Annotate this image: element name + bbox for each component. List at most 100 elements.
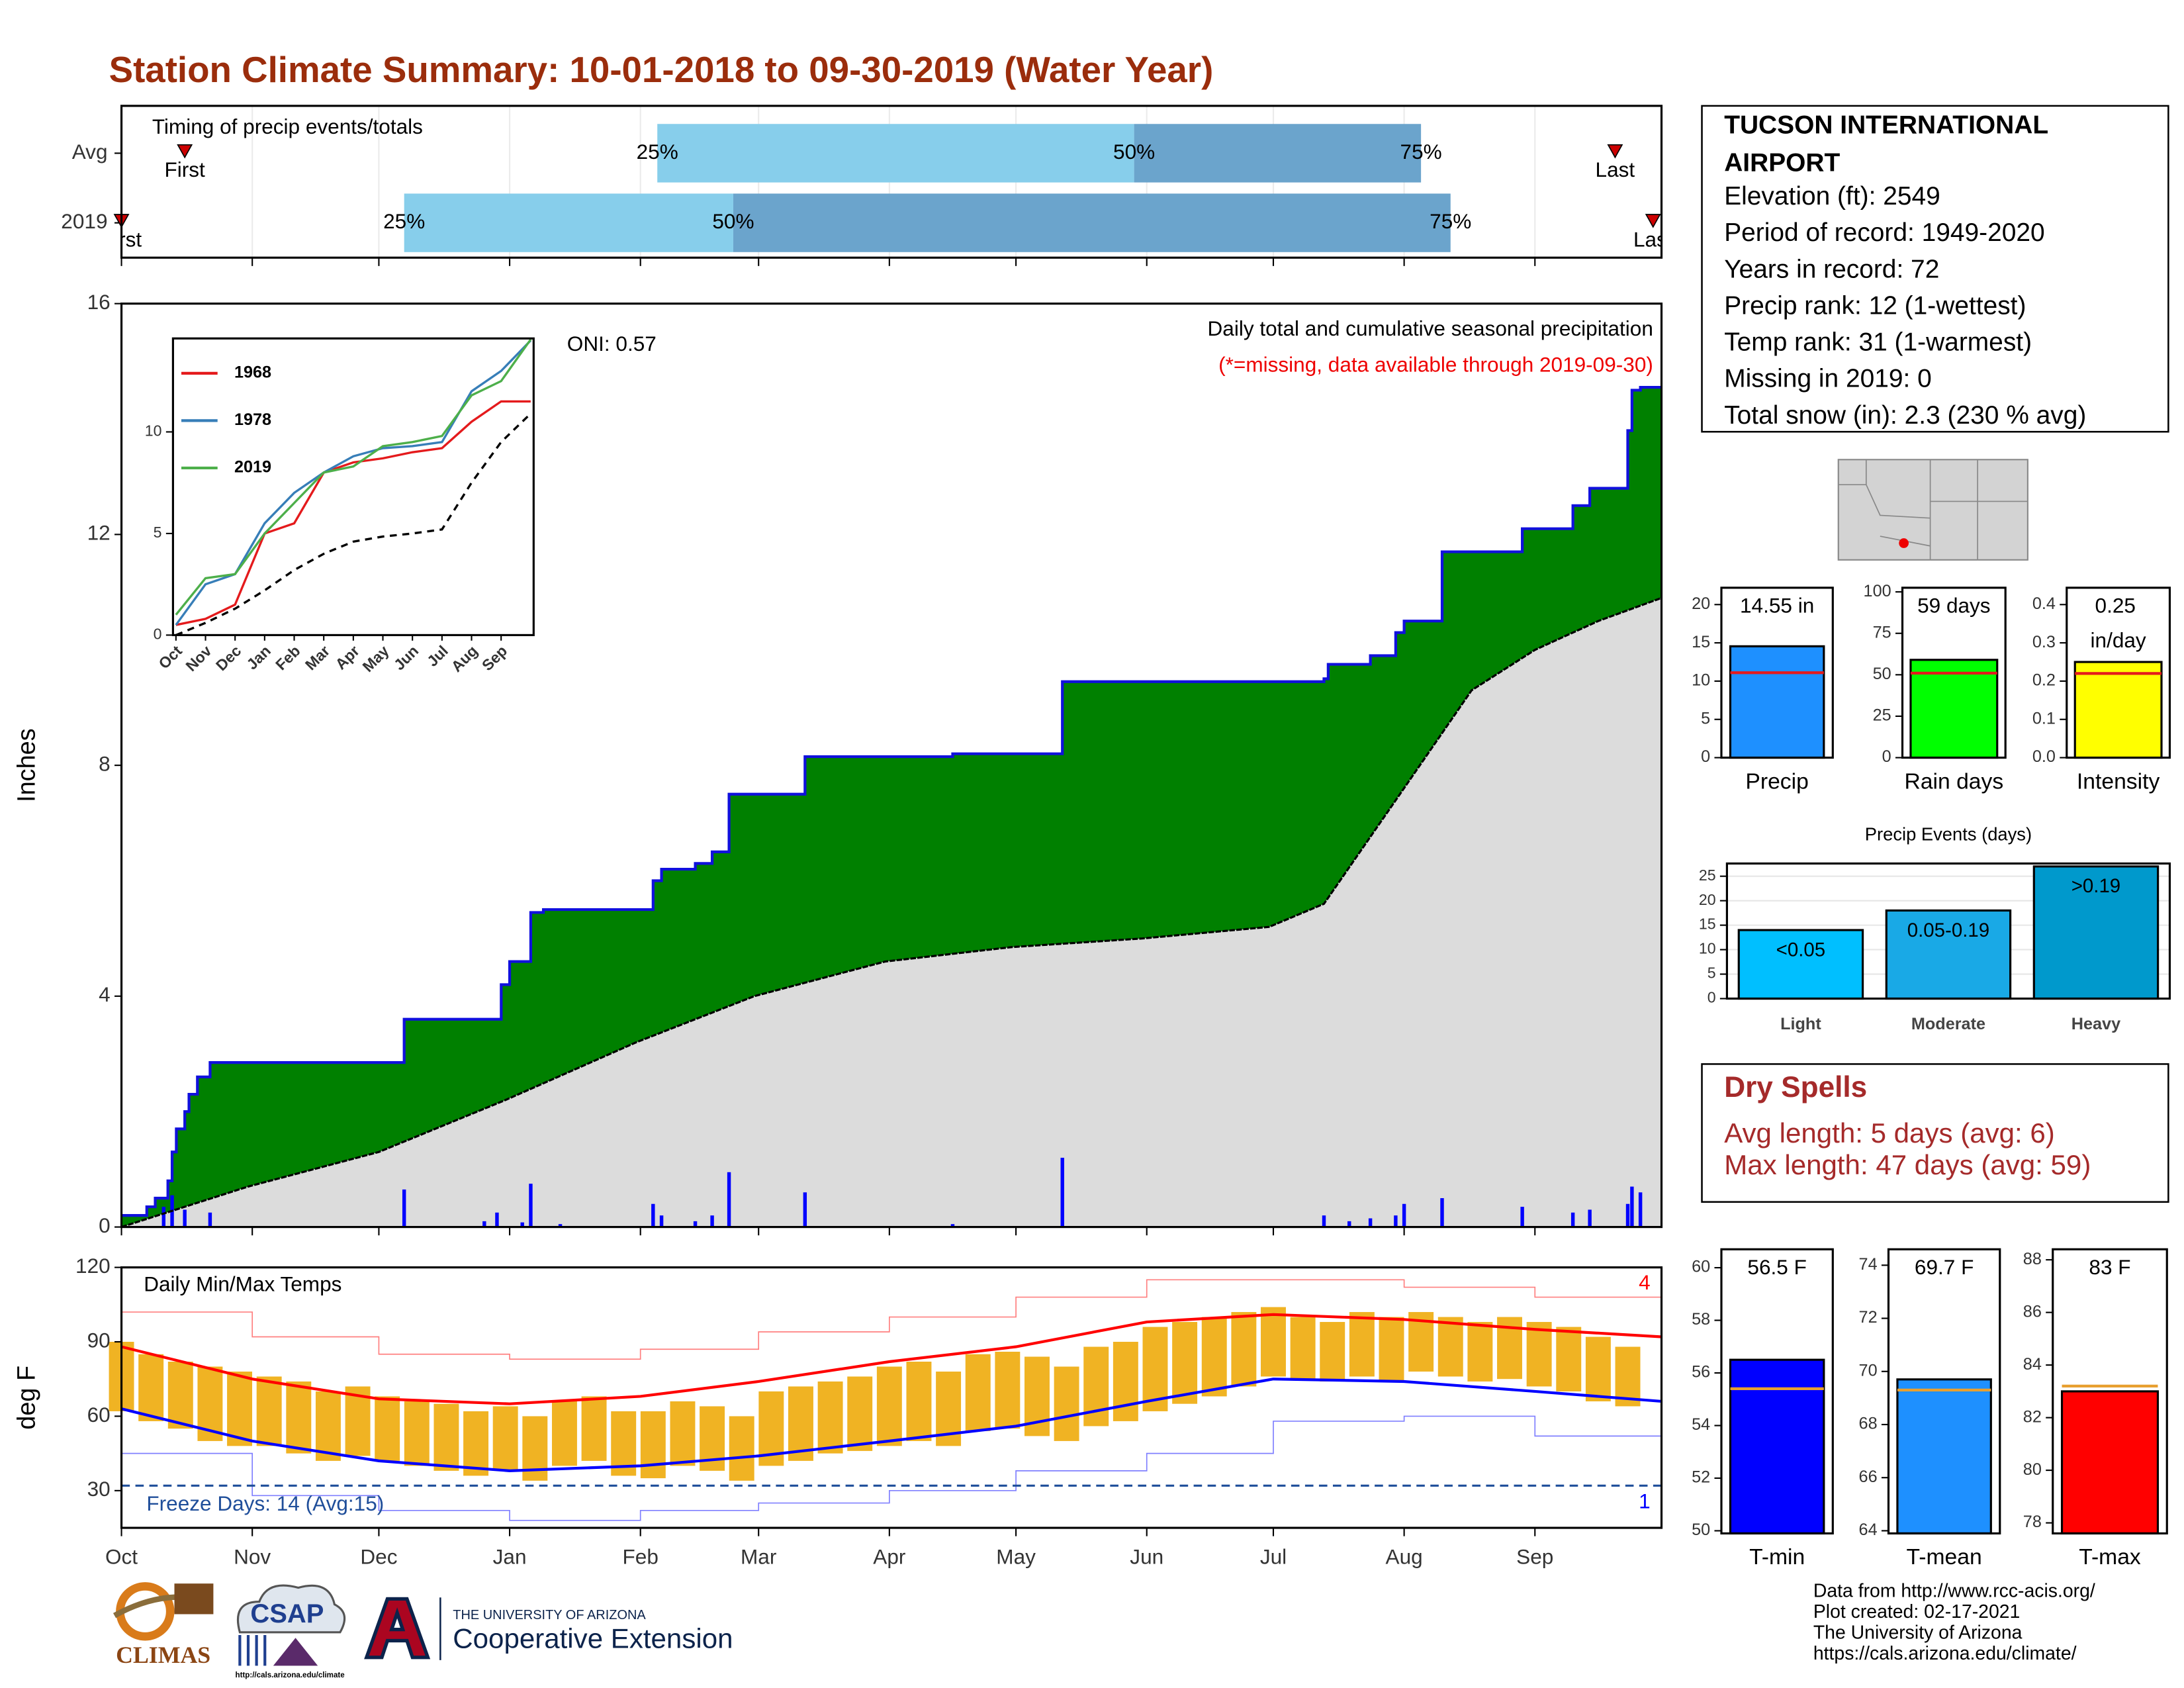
value-label: 14.55 in (1740, 594, 1814, 618)
y-tick-label: 0 (1882, 747, 1891, 766)
y-tick-label: 84 (2023, 1355, 2042, 1374)
x-tick-label: Jan (493, 1545, 527, 1569)
y-tick-label: 10 (1699, 940, 1716, 957)
temp-range-bar (847, 1376, 873, 1451)
dry-spells-info: Avg length: 5 days (avg: 6) (1724, 1117, 2055, 1149)
y-axis-label: deg F (13, 1366, 41, 1430)
plot-frame (120, 105, 1663, 259)
station-dot (1899, 538, 1909, 548)
y-tick-label: 72 (1859, 1308, 1878, 1327)
quartile-bar (1134, 124, 1422, 183)
bar (1896, 1378, 1992, 1535)
value-label: 59 days (1917, 594, 1991, 618)
x-tick-label: Jun (1130, 1545, 1163, 1569)
extension-name: Cooperative Extension (453, 1623, 733, 1654)
temp-range-bar (965, 1354, 991, 1431)
legend-label: 1968 (234, 363, 271, 382)
y-tick-label: 8 (99, 751, 111, 775)
y-tick-label: 5 (154, 524, 162, 541)
x-tick-label: May (996, 1545, 1036, 1569)
temp-range-bar (167, 1361, 193, 1429)
y-tick-label: 15 (1699, 915, 1716, 933)
daily-precip-bar (1520, 1207, 1524, 1227)
footer-line: The University of Arizona (1813, 1622, 2023, 1643)
station-info: Precip rank: 12 (1-wettest) (1724, 291, 2026, 320)
text-line: TUCSON INTERNATIONAL (1724, 111, 2055, 140)
text-line: AIRPORT (1724, 149, 1840, 177)
y-tick-label: 78 (2023, 1513, 2042, 1531)
csap-bars (238, 1635, 267, 1666)
timing-marker (177, 144, 193, 159)
temp-range-bar (1526, 1322, 1552, 1387)
csap-cloud (236, 1584, 346, 1634)
annotation: (*=missing, data available through 2019-… (1218, 353, 1653, 377)
cumulative-line (121, 596, 1662, 1229)
csap-url: http://cals.arizona.edu/climate (236, 1671, 345, 1679)
series-line (175, 400, 531, 626)
climas-text: CLIMAS (116, 1642, 210, 1668)
value-label: 56.5 F (1747, 1255, 1806, 1279)
dry-spells-info: Max length: 47 days (avg: 59) (1724, 1149, 2091, 1180)
daily-precip-bar (1347, 1221, 1351, 1227)
text-line: in/day (2091, 628, 2146, 652)
ua-name: THE UNIVERSITY OF ARIZONA (453, 1608, 646, 1622)
y-tick-label: 5 (1701, 709, 1710, 727)
station-info: Years in record: 72 (1724, 255, 1939, 283)
plot-frame (1720, 1248, 1834, 1535)
plot-frame (2052, 1248, 2168, 1535)
timing-marker (1607, 144, 1623, 159)
csap-mountain (273, 1638, 318, 1666)
category-label: T-max (2079, 1545, 2141, 1570)
freeze-label: Freeze Days: 14 (Avg:15) (146, 1491, 384, 1515)
cumulative-area (121, 598, 1662, 1227)
y-tick-label: 25 (1699, 867, 1716, 884)
row-label: Avg (72, 140, 108, 164)
daily-precip-bar (1440, 1197, 1444, 1227)
x-tick-label: Mar (741, 1545, 776, 1569)
plot-frame (2066, 586, 2171, 759)
temp-range-bar (1349, 1312, 1375, 1377)
temp-range-bar (1585, 1336, 1611, 1401)
x-tick-label: Dec (360, 1545, 397, 1569)
quartile-bar (733, 193, 1451, 252)
cumulative-line (121, 385, 1662, 1217)
temp-range-bar (995, 1352, 1021, 1429)
temp-range-bar (1467, 1322, 1493, 1382)
logos: CLIMAS CSAP http://cals.arizona.edu/clim… (113, 1582, 733, 1679)
panel-subtitle: Daily Min/Max Temps (144, 1272, 341, 1295)
y-tick-label: 0.3 (2032, 633, 2056, 651)
daily-precip-bar (161, 1207, 166, 1227)
x-tick-label: Nov (234, 1545, 271, 1569)
y-tick-label: 90 (87, 1328, 111, 1352)
daily-precip-bar (529, 1184, 533, 1227)
temp-range-bar (256, 1376, 282, 1446)
y-tick-label: 86 (2023, 1302, 2042, 1321)
bar (1729, 1358, 1825, 1535)
temp-line (121, 1378, 1662, 1472)
temp-range-bar (138, 1354, 164, 1421)
y-tick-label: 5 (1707, 964, 1716, 982)
temp-range-bar (1113, 1342, 1138, 1421)
station-info: Elevation (ft): 2549 (1724, 182, 1940, 211)
ua-logo (364, 1597, 431, 1660)
temp-line (121, 1279, 1662, 1360)
y-tick-label: 74 (1859, 1255, 1878, 1274)
temp-range-bar (286, 1381, 312, 1454)
plot-frame (1720, 586, 1834, 759)
daily-precip-bar (659, 1215, 664, 1227)
oni-label: ONI: 0.57 (567, 332, 657, 355)
category-label: Light (1780, 1015, 1821, 1033)
daily-precip-bar (1588, 1209, 1592, 1227)
climas-block (174, 1583, 214, 1615)
daily-precip-bar (693, 1221, 698, 1227)
y-tick-label: 66 (1859, 1468, 1878, 1486)
y-tick-label: 60 (87, 1403, 111, 1427)
y-tick-label: 20 (1692, 594, 1710, 613)
daily-precip-bar (1625, 1203, 1630, 1227)
panel-subtitle: Timing of precip events/totals (152, 115, 423, 138)
daily-precip-bar (1570, 1212, 1575, 1227)
station-info: Total snow (in): 2.3 (230 % avg) (1724, 401, 2086, 430)
marker-label: First (165, 158, 206, 181)
